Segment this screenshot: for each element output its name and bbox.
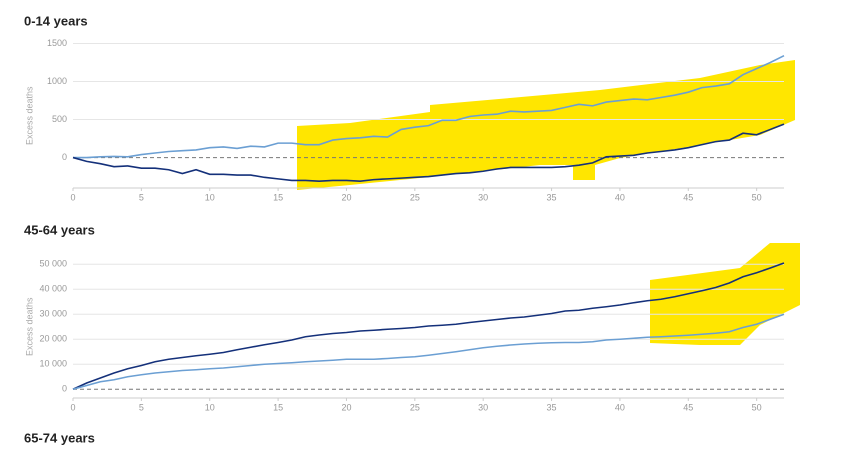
chart-title: 65-74 years bbox=[24, 430, 95, 445]
y-tick-label: 500 bbox=[52, 114, 67, 124]
x-tick-label: 30 bbox=[478, 402, 488, 412]
y-axis-title: Excess deaths bbox=[24, 297, 34, 356]
highlight bbox=[297, 60, 795, 190]
y-tick-label: 30 000 bbox=[39, 309, 67, 319]
x-tick-label: 20 bbox=[341, 192, 351, 202]
x-tick-label: 5 bbox=[139, 402, 144, 412]
x-tick-label: 15 bbox=[273, 192, 283, 202]
x-tick-label: 50 bbox=[752, 192, 762, 202]
y-axis-title: Excess deaths bbox=[24, 86, 34, 145]
x-tick-label: 35 bbox=[547, 402, 557, 412]
x-tick-label: 50 bbox=[752, 402, 762, 412]
x-tick-label: 45 bbox=[683, 192, 693, 202]
x-tick-label: 30 bbox=[478, 192, 488, 202]
chart-title: 0-14 years bbox=[24, 13, 88, 28]
y-tick-label: 1000 bbox=[47, 76, 67, 86]
x-tick-label: 45 bbox=[683, 402, 693, 412]
x-tick-label: 25 bbox=[410, 402, 420, 412]
x-tick-label: 25 bbox=[410, 192, 420, 202]
y-tick-label: 1500 bbox=[47, 38, 67, 48]
x-tick-label: 15 bbox=[273, 402, 283, 412]
y-tick-label: 10 000 bbox=[39, 359, 67, 369]
series-line bbox=[72, 262, 785, 390]
series-line bbox=[73, 54, 785, 159]
y-tick-label: 40 000 bbox=[39, 284, 67, 294]
highlight bbox=[650, 243, 800, 345]
series-line bbox=[72, 313, 785, 391]
y-tick-label: 0 bbox=[62, 152, 67, 162]
x-tick-label: 5 bbox=[139, 192, 144, 202]
chart-title: 45-64 years bbox=[24, 222, 95, 237]
x-tick-label: 0 bbox=[70, 402, 75, 412]
x-tick-label: 20 bbox=[341, 402, 351, 412]
y-tick-label: 50 000 bbox=[39, 259, 67, 269]
x-tick-label: 0 bbox=[70, 192, 75, 202]
x-tick-label: 40 bbox=[615, 402, 625, 412]
y-tick-label: 20 000 bbox=[39, 334, 67, 344]
series-line bbox=[72, 123, 785, 182]
x-tick-label: 35 bbox=[547, 192, 557, 202]
x-tick-label: 40 bbox=[615, 192, 625, 202]
x-tick-label: 10 bbox=[205, 402, 215, 412]
x-tick-label: 10 bbox=[205, 192, 215, 202]
y-tick-label: 0 bbox=[62, 384, 67, 394]
